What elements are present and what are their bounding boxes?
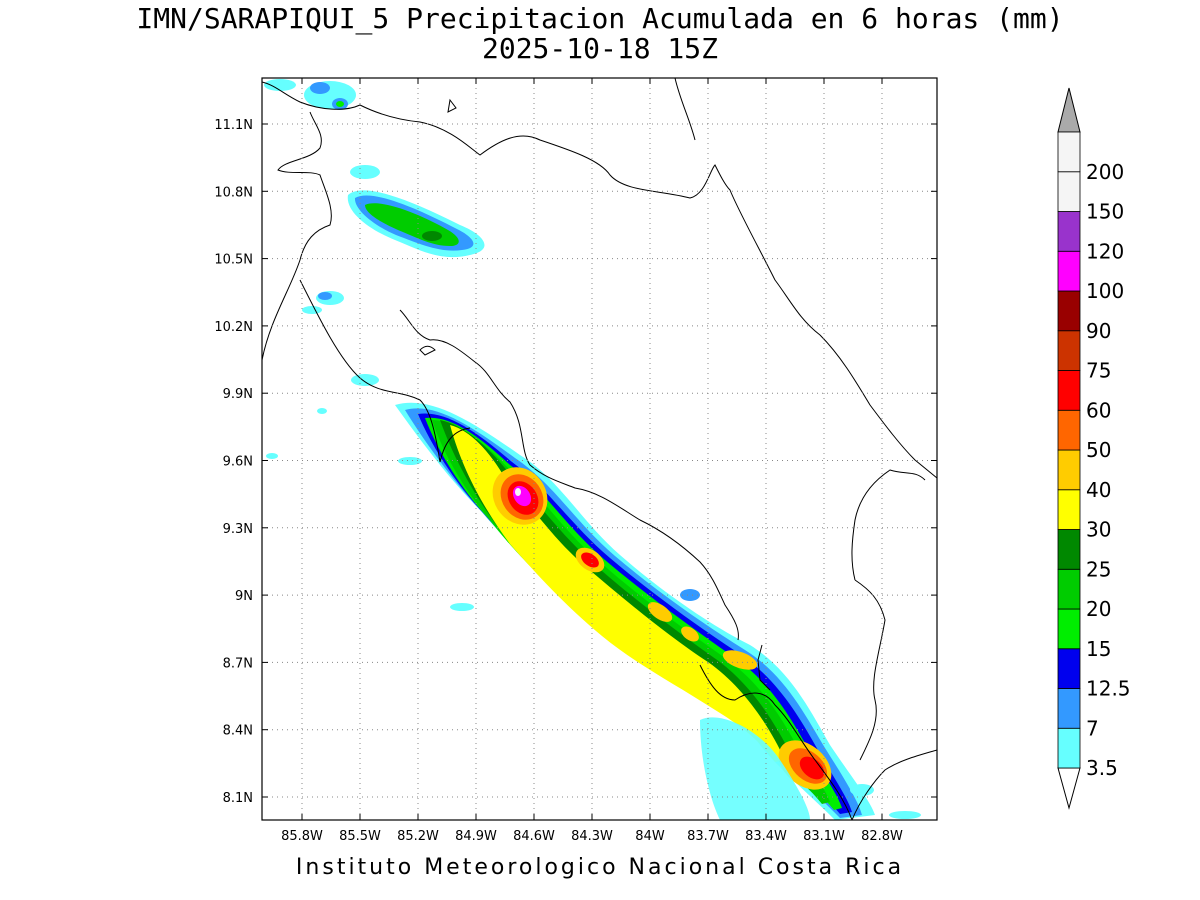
colorbar-label: 60 xyxy=(1086,398,1111,422)
colorbar-swatch xyxy=(1057,489,1081,530)
lon-tick-label: 85.8W xyxy=(281,829,323,844)
colorbar-label: 7 xyxy=(1086,716,1099,740)
colorbar-label: 12.5 xyxy=(1086,677,1131,701)
lat-tick-label: 10.5N xyxy=(214,253,253,268)
colorbar-label: 120 xyxy=(1086,239,1124,263)
lat-tick-label: 9N xyxy=(235,589,253,604)
lon-tick-label: 84.6W xyxy=(513,829,555,844)
lon-tick-label: 84.3W xyxy=(571,829,613,844)
longitude-axis: 85.8W 85.5W 85.2W 84.9W 84.6W 84.3W 84W 83.7W 83… xyxy=(281,78,903,844)
colorbar-label: 30 xyxy=(1086,518,1111,542)
colorbar-legend: 3.5 7 12.5 15 20 25 30 40 50 60 75 90 100 120 150 200 xyxy=(1057,87,1131,810)
colorbar-label: 200 xyxy=(1086,160,1124,184)
colorbar-swatch xyxy=(1057,250,1081,292)
colorbar-swatch xyxy=(1057,211,1081,252)
colorbar-swatch xyxy=(1057,608,1081,650)
lon-tick-label: 83.4W xyxy=(745,829,787,844)
lon-tick-label: 83.7W xyxy=(687,829,729,844)
lat-tick-label: 9.3N xyxy=(223,522,253,537)
lon-tick-label: 85.2W xyxy=(397,829,439,844)
colorbar-label: 15 xyxy=(1086,637,1111,661)
footer-credit: Instituto Meteorologico Nacional Costa R… xyxy=(295,855,905,880)
colorbar-swatch xyxy=(1057,370,1081,411)
colorbar-swatch xyxy=(1057,688,1081,729)
colorbar-extend-max xyxy=(1057,87,1081,133)
lat-tick-label: 8.1N xyxy=(223,791,253,806)
colorbar-swatch xyxy=(1057,330,1081,371)
colorbar-swatch xyxy=(1057,529,1081,570)
colorbar-label: 150 xyxy=(1086,200,1124,224)
lon-tick-label: 82.8W xyxy=(861,829,903,844)
map-title: IMN/SARAPIQUI_5 Precipitacion Acumulada … xyxy=(136,2,1064,35)
colorbar-label: 40 xyxy=(1086,478,1111,502)
colorbar-swatch xyxy=(1057,449,1081,491)
colorbar-swatch xyxy=(1057,648,1081,689)
lat-tick-label: 8.7N xyxy=(223,656,253,671)
graticule xyxy=(262,78,937,820)
lat-tick-label: 11.1N xyxy=(214,118,253,133)
colorbar-label: 90 xyxy=(1086,319,1111,343)
colorbar-label: 20 xyxy=(1086,597,1111,621)
coastline xyxy=(262,78,937,820)
colorbar-swatch xyxy=(1057,727,1081,769)
lon-tick-label: 85.5W xyxy=(339,829,381,844)
colorbar-label: 3.5 xyxy=(1086,756,1118,780)
colorbar-swatch xyxy=(1057,409,1081,451)
colorbar-label: 100 xyxy=(1086,279,1124,303)
lat-tick-label: 8.4N xyxy=(223,724,253,739)
lon-tick-label: 83.1W xyxy=(803,829,845,844)
lat-tick-label: 9.6N xyxy=(223,455,253,470)
colorbar-label: 50 xyxy=(1086,438,1111,462)
map-plot-area: 85.8W 85.5W 85.2W 84.9W 84.6W 84.3W 84W 83.7W 83… xyxy=(214,77,938,844)
latitude-axis: 11.1N 10.8N 10.5N 10.2N 9.9N 9.6N 9.3N 9N 8.7N 8.… xyxy=(214,118,937,806)
lon-tick-label: 84.9W xyxy=(455,829,497,844)
lat-tick-label: 10.2N xyxy=(214,320,253,335)
plot-frame xyxy=(261,77,938,821)
colorbar-swatch xyxy=(1057,290,1081,332)
lon-tick-label: 84W xyxy=(635,829,665,844)
colorbar-swatch xyxy=(1057,131,1081,173)
lat-tick-label: 9.9N xyxy=(223,387,253,402)
precipitation-field xyxy=(264,79,921,820)
colorbar-swatch xyxy=(1057,568,1081,610)
colorbar-extend-min xyxy=(1057,767,1081,810)
colorbar-label: 75 xyxy=(1086,359,1111,383)
colorbar-label: 25 xyxy=(1086,557,1111,581)
colorbar-swatch xyxy=(1057,171,1081,212)
lat-tick-label: 10.8N xyxy=(214,185,253,200)
map-datetime: 2025-10-18 15Z xyxy=(481,32,718,65)
